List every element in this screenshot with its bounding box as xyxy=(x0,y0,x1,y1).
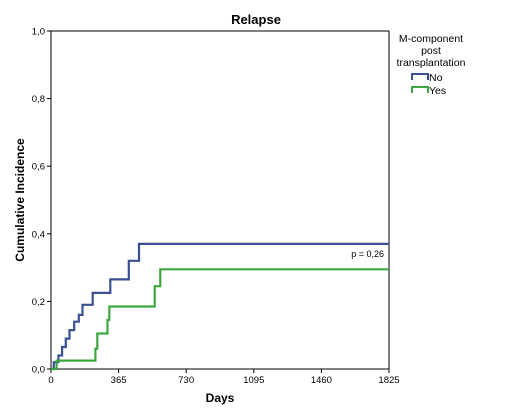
legend-title-line-2: post xyxy=(421,45,441,57)
y-tick-label: 0,4 xyxy=(32,229,45,240)
series-line-yes xyxy=(51,268,389,371)
plot-area-frame xyxy=(50,30,390,370)
legend-title-line-3: transplantation xyxy=(397,57,466,69)
legend-label-no: No xyxy=(429,72,443,84)
legend-swatch-no xyxy=(411,73,429,80)
y-axis: 0,0 0,2 0,4 0,6 0,8 1,0 xyxy=(32,27,51,376)
x-axis: 0 365 730 1095 1460 1825 xyxy=(48,369,400,386)
p-value-annotation: p = 0,26 xyxy=(351,249,384,259)
legend-swatch-yes xyxy=(411,86,429,93)
x-axis-label: Days xyxy=(206,391,235,405)
y-tick-label: 1,0 xyxy=(32,27,45,38)
x-tick-label: 730 xyxy=(178,375,194,386)
x-tick-label: 1825 xyxy=(378,375,399,386)
legend-title-line-1: M-component xyxy=(399,33,463,45)
series-line-no xyxy=(51,242,389,371)
y-axis-label: Cumulative Incidence xyxy=(13,138,27,262)
series-layer xyxy=(51,242,389,371)
y-tick-label: 0,6 xyxy=(32,162,45,173)
chart-title: Relapse xyxy=(231,12,281,27)
x-tick-label: 1460 xyxy=(311,375,332,386)
x-tick-label: 1095 xyxy=(243,375,264,386)
y-tick-label: 0,0 xyxy=(32,365,45,376)
x-tick-label: 0 xyxy=(48,375,53,386)
x-tick-label: 365 xyxy=(111,375,127,386)
y-tick-label: 0,8 xyxy=(32,94,45,105)
legend-label-yes: Yes xyxy=(429,85,446,97)
y-tick-label: 0,2 xyxy=(32,297,45,308)
